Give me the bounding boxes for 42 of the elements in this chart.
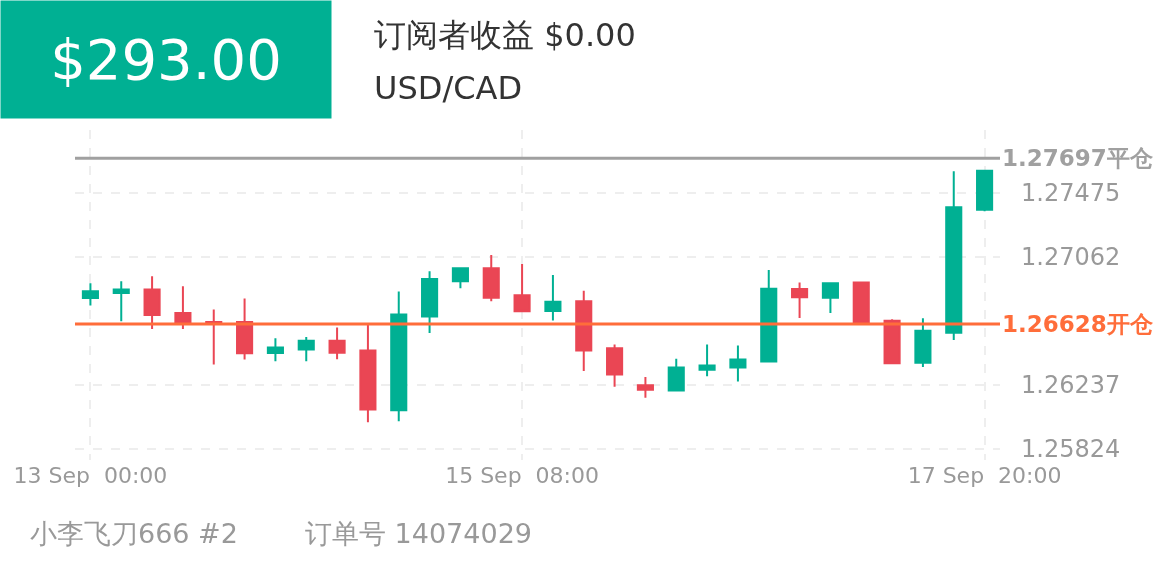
candlestick: [729, 344, 747, 383]
candlestick: [112, 280, 130, 323]
y-tick-label: 1.27062: [1021, 243, 1121, 272]
candlestick: [852, 281, 870, 325]
candlestick: [390, 290, 408, 423]
chart-title: $293.00: [50, 27, 282, 92]
ref-line-label: 1.26628开仓: [1002, 311, 1154, 337]
x-tick-label: 13 Sep 00:00: [13, 463, 168, 488]
candlestick: [791, 281, 809, 319]
candlestick: [266, 337, 284, 363]
candlestick: [482, 254, 500, 303]
candlestick: [328, 326, 346, 361]
candlestick: [914, 317, 932, 368]
candlestick: [575, 289, 593, 372]
candlestick: [760, 268, 778, 363]
candlestick: [174, 285, 192, 330]
candlestick: [81, 282, 99, 307]
candlestick: [945, 170, 963, 341]
candlestick: [544, 274, 562, 322]
candlestick: [883, 318, 901, 366]
candlestick: [297, 335, 315, 363]
candlestick: [698, 343, 716, 378]
y-tick-label: 1.25824: [1021, 434, 1121, 463]
candlestick: [667, 357, 685, 392]
x-tick-label: 15 Sep 08:00: [445, 463, 599, 488]
candlestick: [513, 263, 531, 313]
y-tick-label: 1.27475: [1021, 179, 1121, 208]
text: 订单号 14074029: [305, 518, 533, 549]
candlestick: [976, 169, 994, 213]
candlestick: [606, 343, 624, 388]
y-tick-label: 1.26237: [1021, 370, 1121, 399]
x-tick-label: 17 Sep 20:00: [907, 463, 1062, 488]
candlestick: [143, 275, 161, 330]
ref-line-label: 1.27697平仓: [1002, 145, 1154, 171]
candlestick: [421, 270, 439, 334]
chart-subtitle: 订阅者收益 $0.00 USD/CAD: [374, 16, 636, 107]
candlestick: [451, 267, 469, 290]
candlestick: [236, 297, 254, 361]
text: 小李飞刀666 #2: [30, 518, 238, 549]
candlestick: [821, 282, 839, 314]
candlestick: [636, 375, 654, 399]
candlestick: [359, 322, 377, 424]
